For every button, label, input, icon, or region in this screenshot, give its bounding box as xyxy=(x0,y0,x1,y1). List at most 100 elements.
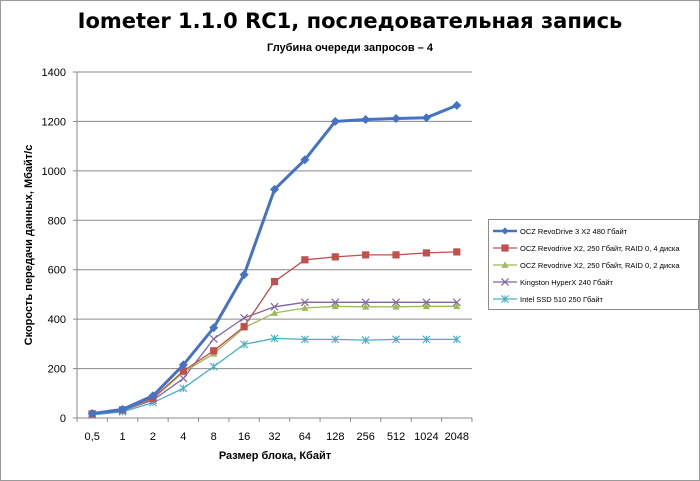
legend-label: OCZ RevoDrive 3 X2 480 Гбайт xyxy=(520,226,628,236)
x-tick-label: 2048 xyxy=(445,431,469,443)
series-5 xyxy=(88,334,461,419)
data-point xyxy=(422,302,431,310)
x-tick-label: 2 xyxy=(150,431,156,443)
legend-item: Intel SSD 510 250 Гбайт xyxy=(493,292,603,306)
series-line xyxy=(91,104,458,416)
data-point xyxy=(240,340,249,349)
y-axis-label: Скорость передачи данных, Мбайт/с xyxy=(23,145,35,346)
y-tick-label: 1000 xyxy=(42,166,66,178)
legend: OCZ RevoDrive 3 X2 480 Гбайт OCZ Revodriv… xyxy=(488,219,699,310)
data-point xyxy=(501,227,509,235)
data-point xyxy=(179,367,187,375)
data-point xyxy=(391,113,401,123)
data-point xyxy=(361,336,370,345)
data-point xyxy=(392,298,401,307)
data-point xyxy=(422,249,431,257)
data-point xyxy=(361,298,370,307)
legend-item: Kingston HyperX 240 Гбайт xyxy=(493,275,613,289)
legend-swatch xyxy=(493,261,517,268)
data-point xyxy=(501,261,509,268)
data-point xyxy=(501,295,509,303)
data-point xyxy=(239,270,249,280)
legend-swatch xyxy=(493,244,517,252)
legend-swatch xyxy=(493,295,517,303)
data-point xyxy=(270,277,279,286)
axes xyxy=(73,71,473,422)
data-point xyxy=(118,404,128,414)
series-line xyxy=(92,251,457,415)
series-group xyxy=(87,100,462,419)
x-tick-label: 1 xyxy=(120,431,126,443)
data-point xyxy=(392,303,400,310)
data-point xyxy=(452,298,461,307)
x-tick-label: 64 xyxy=(299,431,311,443)
legend-item: OCZ Revodrive X2, 250 Гбайт, RAID 0, 2 д… xyxy=(493,258,680,272)
data-point xyxy=(362,303,370,310)
chart-subtitle: Глубина очереди запросов – 4 xyxy=(267,42,433,54)
data-point xyxy=(179,374,188,383)
data-point xyxy=(209,334,218,343)
legend-item: OCZ Revodrive X2, 250 Гбайт, RAID 0, 4 д… xyxy=(493,241,680,255)
data-point xyxy=(178,360,188,370)
series-line xyxy=(92,337,457,416)
data-point xyxy=(301,256,309,264)
data-point xyxy=(210,347,218,355)
legend-swatch xyxy=(493,227,517,235)
y-tick-label: 800 xyxy=(48,215,66,227)
legend-swatch xyxy=(493,277,517,287)
y-tick-label: 600 xyxy=(48,265,66,277)
data-point xyxy=(300,155,310,165)
data-point xyxy=(209,323,219,333)
x-axis-label: Размер блока, Кбайт xyxy=(219,450,332,462)
data-point xyxy=(452,335,461,344)
data-point xyxy=(421,113,431,123)
data-point xyxy=(331,298,340,307)
series-2 xyxy=(88,248,461,418)
y-tick-label: 1200 xyxy=(42,116,66,128)
data-point xyxy=(240,322,248,331)
data-point xyxy=(148,391,158,401)
x-tick-label: 0,5 xyxy=(85,431,100,443)
legend-label: Intel SSD 510 250 Гбайт xyxy=(520,294,603,304)
data-point xyxy=(270,334,279,343)
y-tick-label: 0 xyxy=(60,413,66,425)
data-point xyxy=(331,253,339,261)
x-tick-label: 512 xyxy=(387,431,405,443)
y-tick-labels: 0 200 400 600 800 1000 1200 1400 xyxy=(42,67,66,425)
series-1 xyxy=(87,100,462,419)
data-point xyxy=(422,298,431,307)
y-tick-label: 200 xyxy=(48,364,66,376)
data-point xyxy=(501,244,509,252)
gridlines xyxy=(77,71,472,370)
x-tick-label: 4 xyxy=(180,431,186,443)
x-tick-label: 8 xyxy=(211,431,217,443)
data-point xyxy=(270,309,279,316)
legend-item: OCZ RevoDrive 3 X2 480 Гбайт xyxy=(493,224,627,238)
data-point xyxy=(300,298,309,307)
data-point xyxy=(87,409,97,419)
y-tick-label: 400 xyxy=(48,314,66,326)
legend-label: Kingston HyperX 240 Гбайт xyxy=(520,277,613,287)
x-tick-label: 16 xyxy=(238,431,250,443)
data-point xyxy=(500,277,510,287)
data-point xyxy=(331,302,339,310)
y-tick-label: 1400 xyxy=(42,67,66,79)
data-point xyxy=(422,335,431,344)
data-point xyxy=(453,248,461,256)
data-point xyxy=(361,114,371,124)
data-point xyxy=(392,251,400,259)
data-point xyxy=(330,116,340,126)
data-point xyxy=(209,362,218,371)
x-tick-label: 128 xyxy=(326,431,344,443)
x-tick-label: 1024 xyxy=(414,431,438,443)
chart-title: Iometer 1.1.0 RC1, последовательная запи… xyxy=(77,9,623,33)
x-tick-label: 32 xyxy=(268,431,280,443)
legend-label: OCZ Revodrive X2, 250 Гбайт, RAID 0, 4 д… xyxy=(520,243,680,253)
data-point xyxy=(331,335,340,344)
data-point xyxy=(301,304,309,311)
legend-label: OCZ Revodrive X2, 250 Гбайт, RAID 0, 2 д… xyxy=(520,260,680,270)
data-point xyxy=(240,313,249,322)
data-point xyxy=(362,251,370,259)
x-tick-label: 256 xyxy=(356,431,374,443)
